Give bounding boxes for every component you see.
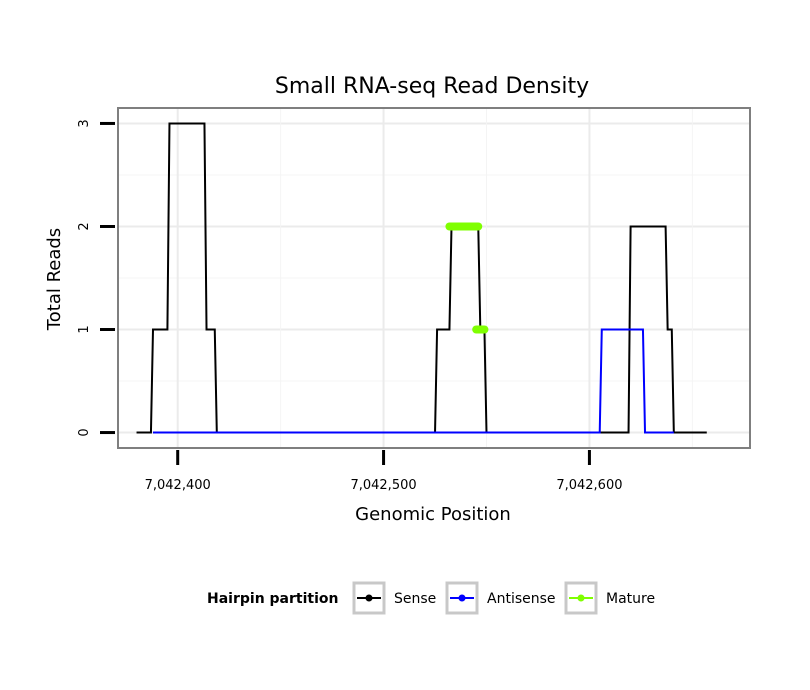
- series-antisense-line: [153, 328, 674, 434]
- legend-key-point: [458, 594, 466, 602]
- legend: Hairpin partition Sense Antisense Mature: [207, 581, 655, 615]
- legend-label-mature: Mature: [606, 591, 655, 607]
- y-tick-label: 2: [77, 222, 92, 230]
- x-axis-title: Genomic Position: [355, 504, 511, 525]
- y-tick-label: 1: [77, 325, 92, 333]
- legend-key-point: [577, 594, 585, 602]
- plot-panel: 0 1 2 3 7,042,400 7,042,500 7,042,600: [77, 107, 751, 493]
- x-tick-label: 7,042,600: [556, 478, 622, 493]
- x-tick-label: 7,042,500: [350, 478, 416, 493]
- legend-label-antisense: Antisense: [487, 591, 556, 607]
- chart-title: Small RNA-seq Read Density: [275, 74, 589, 99]
- legend-key-point: [365, 594, 373, 602]
- x-tick-label: 7,042,400: [145, 478, 211, 493]
- y-axis-title: Total Reads: [44, 228, 65, 331]
- series-sense-line: [136, 122, 707, 434]
- legend-label-sense: Sense: [394, 591, 436, 607]
- legend-entries: Sense Antisense Mature: [352, 581, 655, 615]
- legend-title: Hairpin partition: [207, 591, 338, 607]
- legend-key-antisense: [445, 581, 479, 615]
- panel-border: [117, 107, 751, 449]
- y-tick-label: 0: [77, 428, 92, 436]
- y-tick-label: 3: [77, 119, 92, 127]
